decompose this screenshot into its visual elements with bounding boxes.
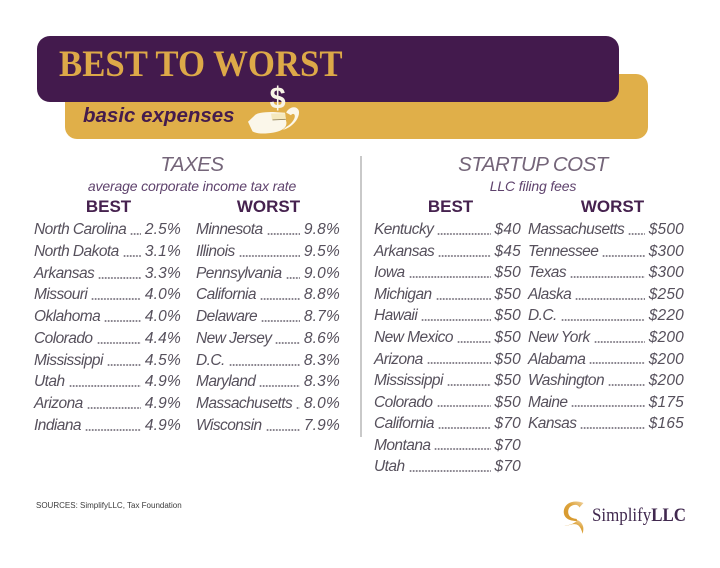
svg-text:$: $ (270, 81, 286, 115)
